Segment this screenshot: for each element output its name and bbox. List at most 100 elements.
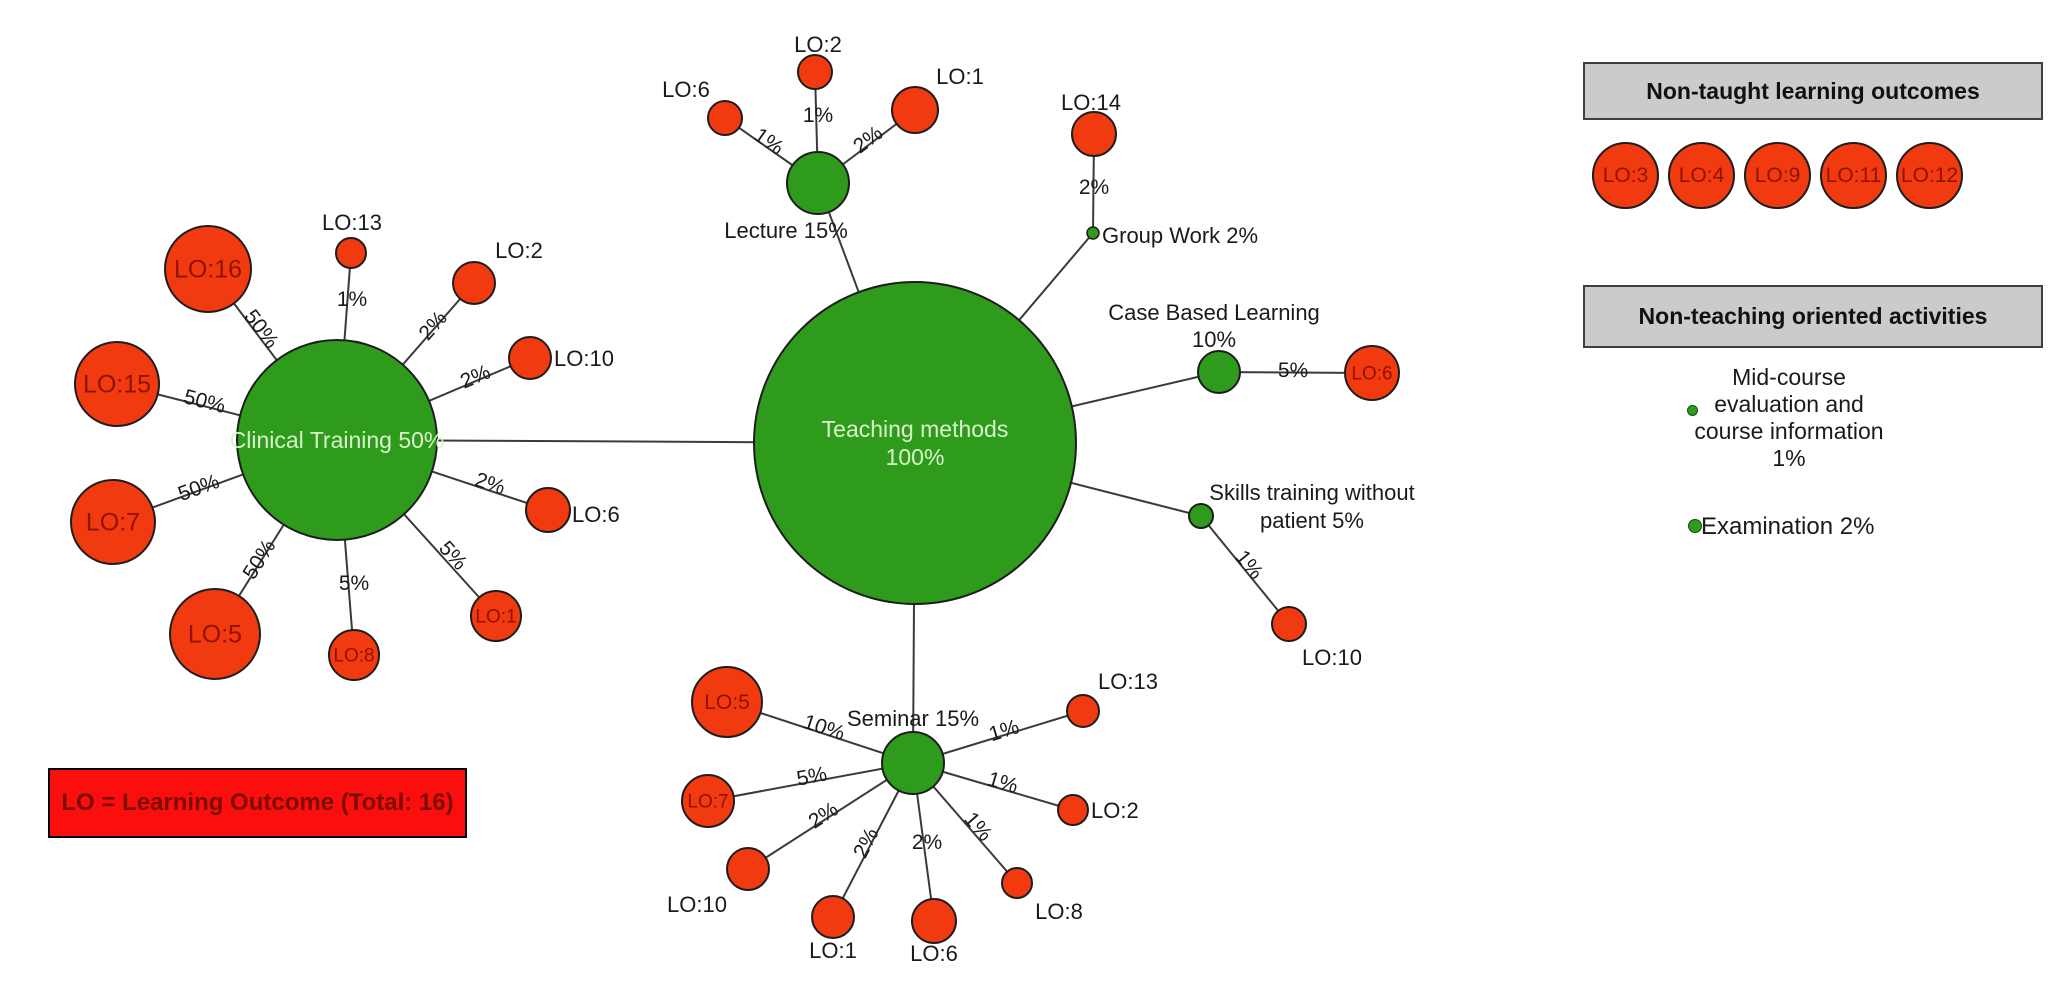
edge-label-ct-ct-lo13: 1% <box>337 288 367 311</box>
node-label-ct-lo13: LO:13 <box>322 210 382 235</box>
node-label-sem-lo6: LO:6 <box>910 941 958 966</box>
node-label-ct: Clinical Training 50% <box>230 427 445 453</box>
lo-node-ct-lo2 <box>452 261 496 305</box>
edge-label-lecture-lec-lo1: 2% <box>849 121 887 158</box>
edge-line <box>747 762 914 870</box>
non-teaching-panel-title: Non-teaching oriented activities <box>1638 303 1988 329</box>
lo-node-ct-lo10 <box>508 336 552 380</box>
lo-node-sem-lo8 <box>1001 867 1033 899</box>
lo-node-ct-lo1 <box>470 590 522 642</box>
non-taught-lo-row: LO:3 LO:4 LO:9 LO:11 LO:12 <box>1592 142 1963 209</box>
node-label-gw: Group Work 2% <box>1102 223 1258 248</box>
edge-label-seminar-sem-lo6: 2% <box>912 831 942 854</box>
hub-node-seminar <box>881 731 945 795</box>
legend-lo-circle: LO:3 <box>1592 142 1659 209</box>
lo-node-ct-lo15 <box>74 341 160 427</box>
node-label-skills: patient 5% <box>1260 508 1364 533</box>
node-label-sk-lo10: LO:10 <box>1302 645 1362 670</box>
non-teaching-panel-header: Non-teaching oriented activities <box>1583 285 2043 348</box>
edge-line <box>707 762 914 802</box>
mid-course-label: Mid-course evaluation and course informa… <box>1676 364 1902 472</box>
non-taught-panel-header: Non-taught learning outcomes <box>1583 62 2043 120</box>
node-label-tm: 100% <box>886 444 945 470</box>
lo-node-sem-lo1 <box>811 895 855 939</box>
node-label-sem-lo7: LO:7 <box>687 791 728 812</box>
node-label-sem-lo8: LO:8 <box>1035 899 1083 924</box>
edge-label-seminar-sem-lo2: 1% <box>985 767 1021 798</box>
node-label-sem-lo13: LO:13 <box>1098 669 1158 694</box>
examination-label: Examination 2% <box>1701 513 1875 540</box>
lo-node-cbl-lo6 <box>1344 345 1400 401</box>
edge-label-ct-ct-lo7: 50% <box>175 470 222 506</box>
mid-course-line: course information <box>1694 418 1884 444</box>
lo-node-gw-lo14 <box>1071 111 1117 157</box>
lo-node-ct-lo8 <box>328 629 380 681</box>
hub-node-cbl <box>1197 350 1241 394</box>
edge-label-ct-ct-lo15: 50% <box>181 385 227 418</box>
legend-lo-circle: LO:9 <box>1744 142 1811 209</box>
node-label-sem-lo2: LO:2 <box>1091 798 1139 823</box>
node-label-ct-lo5: LO:5 <box>188 621 242 649</box>
legend-lo-circle: LO:4 <box>1668 142 1735 209</box>
mid-course-dot-icon <box>1687 405 1698 416</box>
edge-label-cbl-cbl-lo6: 5% <box>1278 359 1309 382</box>
node-label-lecture: Lecture 15% <box>724 218 848 243</box>
node-label-cbl: Case Based Learning <box>1108 300 1320 325</box>
lo-node-lec-lo6 <box>707 100 743 136</box>
lo-node-sem-lo2 <box>1057 794 1089 826</box>
node-label-ct-lo7: LO:7 <box>86 509 140 537</box>
lo-node-lec-lo1 <box>891 86 939 134</box>
hub-node-lecture <box>786 151 850 215</box>
node-label-sem-lo10: LO:10 <box>667 892 727 917</box>
edge-label-ct-ct-lo16: 50% <box>239 305 283 352</box>
non-taught-panel-title: Non-taught learning outcomes <box>1646 77 1980 104</box>
mid-course-line: Mid-course <box>1732 364 1846 390</box>
edge-label-ct-ct-lo8: 5% <box>339 572 369 595</box>
lo-node-sem-lo7 <box>681 774 735 828</box>
lo-node-lec-lo2 <box>797 54 833 90</box>
edge-label-lecture-lec-lo2: 1% <box>803 104 833 127</box>
edge-label-skills-sk-lo10: 1% <box>1231 546 1268 584</box>
edge-label-gw-gw-lo14: 2% <box>1079 176 1109 199</box>
lo-node-ct-lo7 <box>70 479 156 565</box>
edge-label-seminar-sem-lo8: 1% <box>959 808 996 846</box>
node-label-ct-lo2: LO:2 <box>495 238 543 263</box>
edge-label-seminar-sem-lo7: 5% <box>795 763 829 791</box>
mid-course-line: evaluation and <box>1714 391 1864 417</box>
mid-course-line: 1% <box>1772 445 1806 471</box>
node-label-lec-lo2: LO:2 <box>794 32 842 57</box>
node-label-seminar: Seminar 15% <box>847 706 979 731</box>
lo-node-ct-lo6 <box>525 487 571 533</box>
node-label-cbl: 10% <box>1192 327 1236 352</box>
edge-label-ct-ct-lo2: 2% <box>414 307 451 345</box>
edge-label-seminar-sem-lo13: 1% <box>986 715 1022 746</box>
node-label-gw-lo14: LO:14 <box>1061 90 1121 115</box>
edge-line <box>1200 515 1290 625</box>
node-label-sem-lo1: LO:1 <box>809 938 857 963</box>
node-label-lec-lo6: LO:6 <box>662 77 710 102</box>
edge-label-lecture-lec-lo6: 1% <box>750 124 788 160</box>
lo-node-ct-lo13 <box>335 237 367 269</box>
lo-node-sk-lo10 <box>1271 606 1307 642</box>
edge-label-ct-ct-lo10: 2% <box>457 360 494 393</box>
edge-label-ct-ct-lo5: 50% <box>239 536 281 584</box>
node-label-cbl-lo6: LO:6 <box>1351 363 1392 384</box>
lo-node-sem-lo10 <box>726 847 770 891</box>
node-label-skills: Skills training without <box>1209 480 1414 505</box>
node-label-ct-lo6: LO:6 <box>572 502 620 527</box>
legend-lo-circle: LO:11 <box>1820 142 1887 209</box>
edge-label-seminar-sem-lo5: 10% <box>800 710 847 745</box>
hub-node-tm <box>753 281 1077 605</box>
node-label-sem-lo5: LO:5 <box>704 691 750 714</box>
examination-dot-icon <box>1688 519 1702 533</box>
lo-node-ct-lo16 <box>164 225 252 313</box>
lo-legend-box: LO = Learning Outcome (Total: 16) <box>48 768 467 838</box>
node-label-ct-lo8: LO:8 <box>333 645 374 666</box>
node-label-tm: Teaching methods <box>822 416 1009 442</box>
hub-node-gw <box>1086 226 1100 240</box>
lo-node-sem-lo6 <box>911 898 957 944</box>
lo-legend-text: LO = Learning Outcome (Total: 16) <box>61 789 454 816</box>
edge-label-ct-ct-lo1: 5% <box>434 537 471 575</box>
node-label-lec-lo1: LO:1 <box>936 64 984 89</box>
